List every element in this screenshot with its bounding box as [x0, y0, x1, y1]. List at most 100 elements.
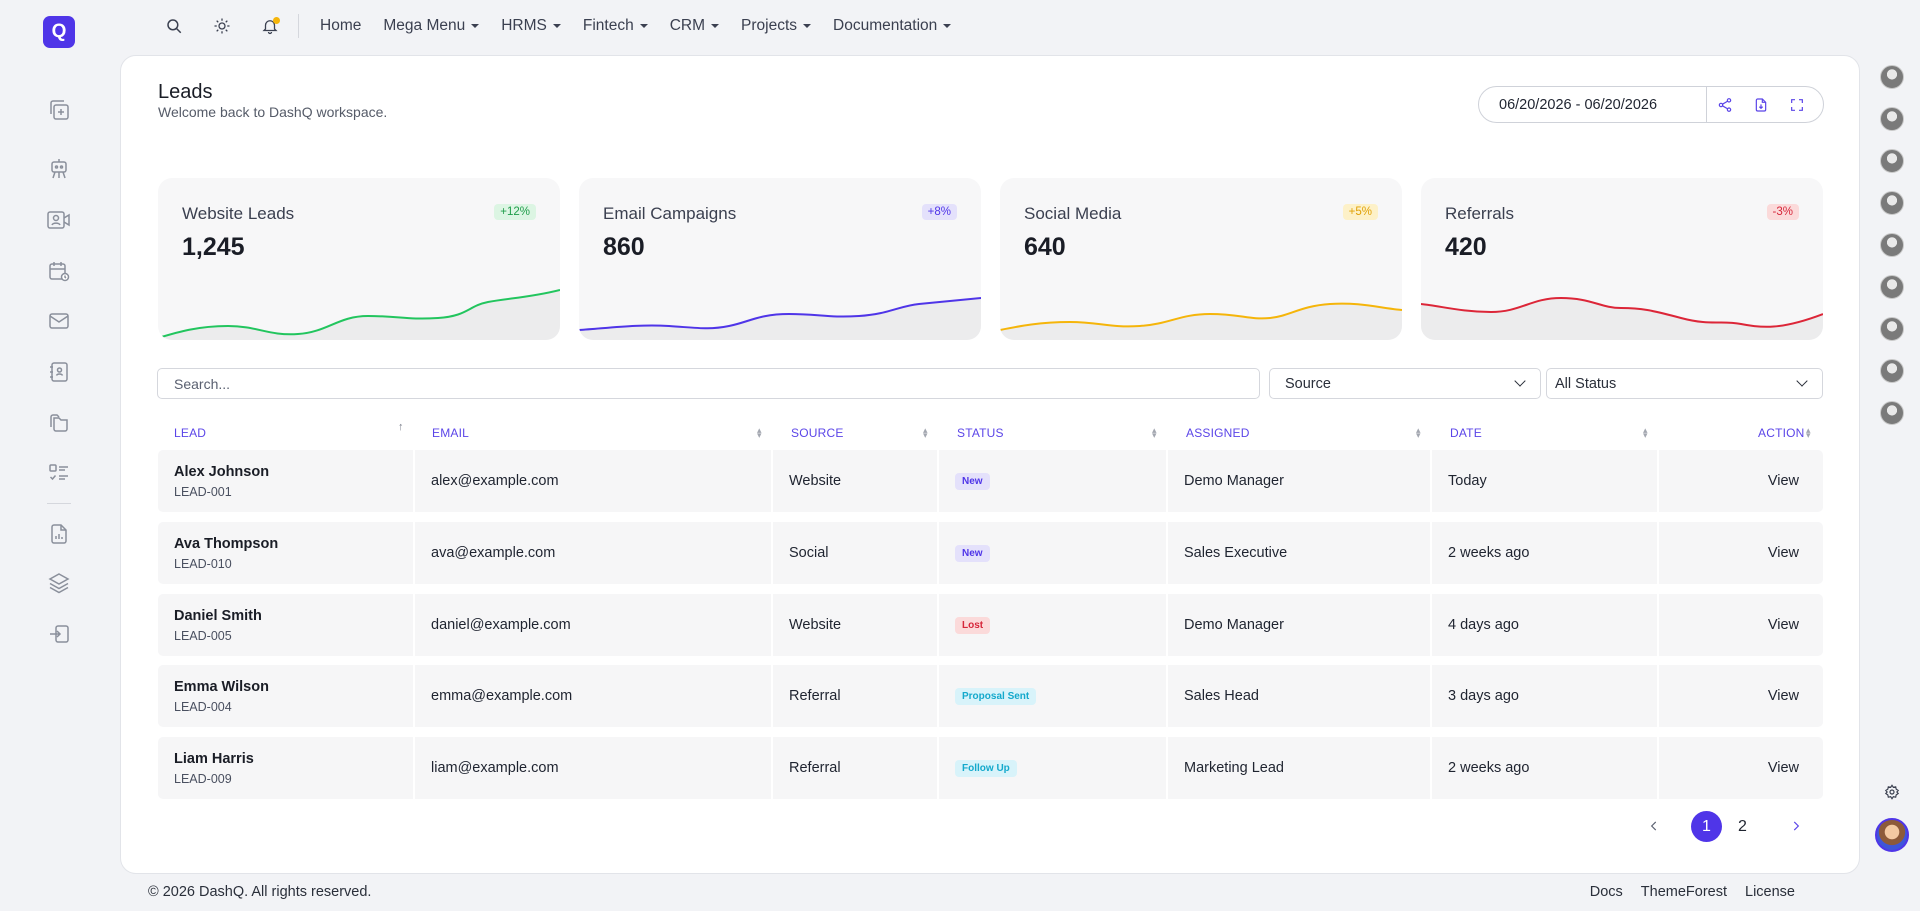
sort-icon[interactable]: ▴ ▾: [923, 425, 928, 440]
status-badge: Lost: [955, 616, 991, 634]
sort-icon[interactable]: ▴ ▾: [1643, 425, 1648, 440]
lead-id: LEAD-010: [174, 556, 232, 571]
settings-gear-icon[interactable]: [1882, 782, 1902, 802]
footer-link-docs[interactable]: Docs: [1589, 884, 1623, 900]
video-contact-icon[interactable]: [46, 207, 72, 233]
theme-toggle-sun-icon[interactable]: [198, 10, 246, 42]
table-row[interactable]: Liam Harris LEAD-009 liam@example.com Re…: [158, 737, 1823, 799]
pagination-prev-chevron-left-icon[interactable]: [1642, 814, 1666, 838]
column-header-status[interactable]: STATUS: [957, 419, 1004, 447]
nav-hrms[interactable]: HRMS: [490, 17, 572, 35]
status-cell: New: [939, 450, 1166, 512]
assigned-cell: Sales Executive: [1168, 522, 1430, 584]
action-cell: View: [1659, 522, 1823, 584]
status-filter-label: All Status: [1555, 375, 1617, 392]
export-file-icon[interactable]: [1743, 87, 1779, 122]
view-button[interactable]: View: [1767, 473, 1799, 489]
view-button[interactable]: View: [1767, 688, 1799, 704]
nav-documentation[interactable]: Documentation: [822, 17, 962, 35]
nav-mega-menu-label: Mega Menu: [383, 17, 466, 34]
current-user-avatar[interactable]: [1875, 818, 1909, 852]
lead-name: Emma Wilson: [174, 678, 269, 695]
notification-bell-icon[interactable]: [246, 10, 294, 42]
email-cell: liam@example.com: [415, 737, 771, 799]
table-row[interactable]: Ava Thompson LEAD-010 ava@example.com So…: [158, 522, 1823, 584]
contact-book-icon[interactable]: [46, 359, 72, 385]
view-button[interactable]: View: [1767, 760, 1799, 776]
team-avatar[interactable]: [1880, 149, 1904, 173]
dashq-logo[interactable]: Q: [43, 16, 75, 48]
status-cell: Proposal Sent: [939, 665, 1166, 727]
pagination-page-2[interactable]: 2: [1738, 817, 1747, 835]
lead-name: Ava Thompson: [174, 535, 279, 552]
folders-icon[interactable]: [46, 410, 72, 436]
sort-icon[interactable]: ▴ ▾: [1806, 425, 1811, 440]
status-filter-select[interactable]: All Status: [1546, 368, 1823, 399]
nav-projects[interactable]: Projects: [730, 17, 822, 35]
nav-hrms-label: HRMS: [501, 17, 547, 34]
chevron-down-icon: [639, 24, 648, 28]
footer-link-themeforest[interactable]: ThemeForest: [1640, 884, 1728, 900]
nav-fintech[interactable]: Fintech: [572, 17, 659, 35]
main-content-card: Leads Welcome back to DashQ workspace. 0…: [120, 55, 1860, 874]
share-icon[interactable]: [1707, 87, 1743, 122]
stat-label: Referrals: [1445, 204, 1514, 223]
logout-icon[interactable]: [46, 621, 72, 647]
team-avatar[interactable]: [1880, 65, 1904, 89]
column-header-assigned[interactable]: ASSIGNED: [1186, 419, 1250, 447]
nav-mega-menu[interactable]: Mega Menu: [372, 17, 490, 35]
stat-value: 1,245: [182, 233, 245, 261]
column-header-action[interactable]: ACTION: [1758, 419, 1805, 447]
stat-card-email-campaigns[interactable]: Email Campaigns 860 +8%: [579, 178, 981, 340]
search-input[interactable]: [157, 368, 1260, 399]
sort-icon[interactable]: ▴ ▾: [1152, 425, 1157, 440]
fullscreen-icon[interactable]: [1779, 87, 1815, 122]
stat-card-website-leads[interactable]: Website Leads 1,245 +12%: [158, 178, 560, 340]
column-header-email[interactable]: EMAIL: [432, 419, 469, 447]
team-avatar[interactable]: [1880, 359, 1904, 383]
team-avatar[interactable]: [1880, 191, 1904, 215]
view-button[interactable]: View: [1767, 545, 1799, 561]
team-avatar[interactable]: [1880, 401, 1904, 425]
sort-icon[interactable]: ▴ ▾: [757, 425, 762, 440]
table-row[interactable]: Alex Johnson LEAD-001 alex@example.com W…: [158, 450, 1823, 512]
sort-icon[interactable]: ▴ ▾: [1416, 425, 1421, 440]
search-icon[interactable]: [150, 10, 198, 42]
team-avatar[interactable]: [1880, 107, 1904, 131]
team-avatar[interactable]: [1880, 317, 1904, 341]
footer-link-license[interactable]: License: [1745, 884, 1795, 900]
team-avatar[interactable]: [1880, 275, 1904, 299]
layers-icon[interactable]: [46, 570, 72, 596]
nav-crm[interactable]: CRM: [659, 17, 730, 35]
table-row[interactable]: Emma Wilson LEAD-004 emma@example.com Re…: [158, 665, 1823, 727]
nav-home-label: Home: [320, 17, 362, 34]
lead-id: LEAD-001: [174, 484, 232, 499]
pagination-page-1[interactable]: 1: [1691, 811, 1722, 842]
pagination-next-chevron-right-icon[interactable]: [1784, 814, 1808, 838]
source-filter-select[interactable]: Source: [1269, 368, 1541, 399]
date-range-picker[interactable]: 06/20/2026 - 06/20/2026: [1479, 87, 1707, 122]
source-cell: Referral: [773, 665, 937, 727]
nav-crm-label: CRM: [669, 17, 706, 34]
copy-plus-icon[interactable]: [46, 97, 72, 123]
mail-icon[interactable]: [46, 308, 72, 334]
stat-card-referrals[interactable]: Referrals 420 -3%: [1421, 178, 1823, 340]
calendar-clock-icon[interactable]: [46, 258, 72, 284]
status-badge: Proposal Sent: [955, 687, 1037, 705]
document-chart-icon[interactable]: [46, 521, 72, 547]
sort-ascending-icon[interactable]: ↑: [398, 421, 404, 433]
date-cell: 4 days ago: [1432, 594, 1657, 656]
lead-name: Liam Harris: [174, 750, 254, 767]
date-cell: Today: [1432, 450, 1657, 512]
team-avatar[interactable]: [1880, 233, 1904, 257]
robot-icon[interactable]: [46, 156, 72, 182]
list-check-icon[interactable]: [46, 460, 72, 486]
column-header-source[interactable]: SOURCE: [791, 419, 844, 447]
view-button[interactable]: View: [1767, 617, 1799, 633]
stat-card-social-media[interactable]: Social Media 640 +5%: [1000, 178, 1402, 340]
column-header-date[interactable]: DATE: [1450, 419, 1482, 447]
table-row[interactable]: Daniel Smith LEAD-005 daniel@example.com…: [158, 594, 1823, 656]
column-header-lead[interactable]: LEAD: [174, 419, 206, 447]
nav-home[interactable]: Home: [309, 17, 372, 35]
nav-divider: [298, 14, 299, 38]
